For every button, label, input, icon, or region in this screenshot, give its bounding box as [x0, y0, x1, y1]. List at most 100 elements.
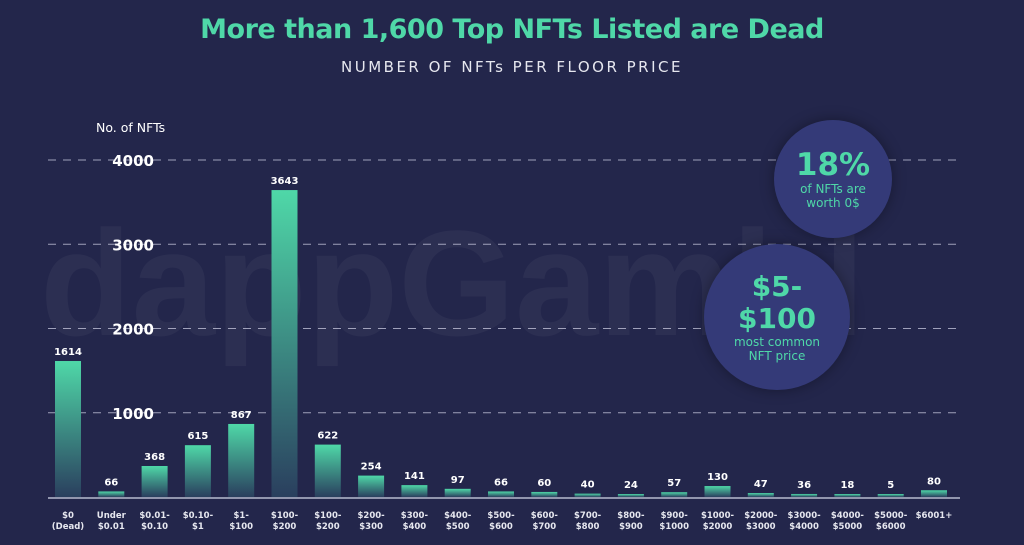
x-tick-label: $6000 — [876, 522, 906, 532]
x-tick-label: $600- — [531, 511, 559, 521]
x-tick-label: $800- — [617, 511, 645, 521]
data-label: 141 — [404, 471, 425, 482]
x-tick-label: $300- — [401, 511, 429, 521]
data-label: 36 — [797, 480, 811, 491]
y-axis-label: No. of NFTs — [96, 120, 166, 135]
bar — [574, 493, 601, 497]
data-label: 24 — [624, 480, 638, 491]
bar — [661, 492, 688, 497]
bar — [488, 491, 514, 497]
bar — [314, 444, 341, 497]
bar — [55, 361, 81, 497]
bar — [791, 493, 818, 497]
bar — [877, 494, 904, 497]
data-label: 1614 — [54, 347, 82, 358]
bar — [921, 490, 947, 497]
x-tick-label: Under — [97, 511, 127, 521]
x-tick-label: $1 — [192, 522, 204, 532]
x-tick-label: $800 — [576, 522, 600, 532]
x-tick-label: $4000- — [831, 511, 865, 521]
x-tick-label: $900- — [661, 511, 689, 521]
chart-subtitle: NUMBER OF NFTs PER FLOOR PRICE — [341, 58, 683, 76]
x-tick-label: $1- — [234, 511, 250, 521]
x-tick-label: $200 — [273, 522, 297, 532]
x-tick-label: $100 — [229, 522, 253, 532]
bar — [184, 445, 211, 497]
callout-text: most common — [733, 335, 821, 349]
bar — [358, 475, 385, 497]
bar — [141, 465, 168, 497]
bar — [401, 485, 428, 497]
x-tick-label: $200- — [358, 511, 386, 521]
callout-value: $5- — [751, 270, 803, 303]
y-tick-label: 2000 — [112, 321, 154, 339]
bar — [704, 486, 731, 497]
data-label: 368 — [144, 452, 165, 463]
x-tick-label: $0.01- — [139, 511, 170, 521]
x-tick-label: $3000- — [788, 511, 822, 521]
x-tick-label: $900 — [619, 522, 643, 532]
chart-title: More than 1,600 Top NFTs Listed are Dead — [200, 14, 824, 45]
x-tick-label: $500 — [446, 522, 470, 532]
bar — [834, 494, 861, 497]
data-label: 867 — [231, 410, 252, 421]
x-tick-label: $0 — [62, 511, 74, 521]
bar — [747, 493, 774, 497]
x-tick-label: $600 — [489, 522, 513, 532]
callout-text: NFT price — [748, 349, 806, 363]
x-tick-label: $5000- — [874, 511, 908, 521]
data-label: 97 — [451, 475, 465, 486]
data-label: 5 — [887, 480, 894, 491]
x-tick-label: (Dead) — [52, 522, 85, 532]
x-tick-label: $3000 — [746, 522, 776, 532]
x-tick-label: $500- — [487, 511, 515, 521]
callout-text: of NFTs are — [800, 182, 866, 196]
data-label: 47 — [754, 479, 768, 490]
data-label: 18 — [840, 480, 854, 491]
x-tick-label: $0.10- — [183, 511, 214, 521]
data-label: 130 — [707, 472, 728, 483]
x-tick-label: $0.01 — [98, 522, 125, 532]
callout-value: $100 — [738, 302, 816, 335]
x-tick-label: $400 — [403, 522, 427, 532]
x-tick-label: $1000- — [701, 511, 735, 521]
data-label: 80 — [927, 476, 941, 487]
y-tick-label: 3000 — [112, 236, 154, 254]
bar — [98, 491, 125, 497]
x-tick-label: $100- — [314, 511, 342, 521]
bar — [444, 488, 471, 497]
y-tick-label: 4000 — [112, 152, 154, 170]
bar — [617, 494, 644, 497]
x-tick-label: $700 — [532, 522, 556, 532]
x-tick-label: $700- — [574, 511, 602, 521]
data-label: 622 — [317, 431, 338, 442]
x-tick-label: $1000 — [659, 522, 689, 532]
data-label: 66 — [494, 477, 508, 488]
x-tick-label: $100- — [271, 511, 299, 521]
data-label: 3643 — [271, 176, 299, 187]
x-tick-label: $300 — [359, 522, 383, 532]
bar — [228, 423, 255, 497]
data-label: 615 — [187, 431, 208, 442]
x-tick-label: $2000 — [703, 522, 733, 532]
x-tick-label: $0.10 — [141, 522, 168, 532]
x-tick-label: $2000- — [744, 511, 778, 521]
bar — [531, 491, 558, 497]
callout-text: worth 0$ — [806, 196, 860, 210]
data-label: 40 — [581, 480, 595, 491]
x-tick-label: $6001+ — [916, 511, 953, 521]
x-tick-label: $4000 — [789, 522, 819, 532]
data-label: 57 — [667, 478, 681, 489]
data-label: 60 — [537, 478, 551, 489]
callout-dead-share: 18% of NFTs are worth 0$ — [774, 120, 892, 238]
data-label: 254 — [361, 462, 382, 473]
callout-common-price: $5- $100 most common NFT price — [704, 244, 850, 390]
x-tick-label: $200 — [316, 522, 340, 532]
y-tick-label: 1000 — [112, 405, 154, 423]
x-tick-label: $5000 — [833, 522, 863, 532]
callout-value: 18% — [795, 147, 871, 183]
bar — [271, 190, 298, 497]
x-tick-label: $400- — [444, 511, 472, 521]
data-label: 66 — [104, 477, 118, 488]
